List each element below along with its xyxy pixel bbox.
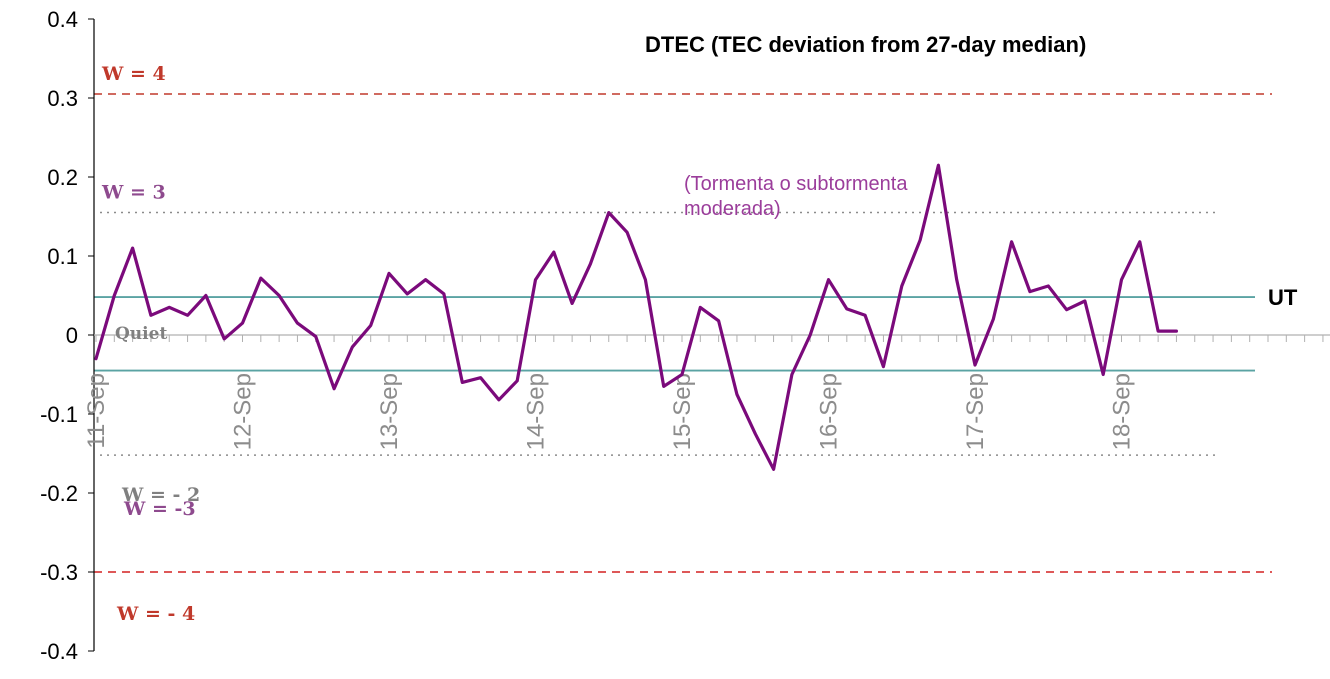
- x-day-label: 13-Sep: [376, 373, 403, 450]
- y-tick-label: 0.2: [47, 165, 78, 190]
- w-level-label: W = - 4: [116, 603, 195, 625]
- y-tick-label: -0.4: [40, 639, 78, 664]
- series-line: [94, 163, 1179, 471]
- w-minus3-label: W = -3: [123, 498, 196, 520]
- x-axis-end-label: UT: [1268, 285, 1298, 310]
- x-day-label: 11-Sep: [83, 373, 110, 449]
- storm-annotation-line1: (Tormenta o subtormenta: [684, 173, 908, 195]
- y-tick-label: 0: [66, 323, 78, 348]
- x-day-label: 17-Sep: [962, 373, 989, 450]
- w-level-label: W = 3: [101, 182, 166, 204]
- x-day-label: 18-Sep: [1109, 373, 1136, 450]
- storm-annotation: (Tormenta o subtormenta moderada): [684, 173, 913, 220]
- axes: 0.4 0.3 0.2 0.1 0 -0.1 -0.2 -0.3 -0.4 11-Sep 12-Se…: [40, 7, 1330, 664]
- y-tick-label: 0.1: [47, 244, 78, 269]
- y-tick-label: 0.3: [47, 86, 78, 111]
- storm-annotation-line2: moderada): [684, 198, 781, 220]
- w-level-label: W = - 2: [121, 484, 200, 506]
- y-tick-label: 0.4: [47, 7, 78, 32]
- y-tick-label: -0.1: [40, 402, 78, 427]
- w-level-label: W = 4: [101, 63, 166, 85]
- x-day-label: 16-Sep: [816, 373, 843, 450]
- y-tick-label: -0.3: [40, 560, 78, 585]
- chart-title: DTEC (TEC deviation from 27-day median): [645, 32, 1086, 57]
- series-group: [94, 163, 1179, 471]
- x-day-label: 12-Sep: [230, 373, 257, 450]
- quiet-label: Quiet: [115, 324, 167, 344]
- chart-labels: W = 4 W = 3 W = - 2 W = - 4: [101, 63, 200, 625]
- x-day-label: 15-Sep: [669, 373, 696, 450]
- y-tick-label: -0.2: [40, 481, 78, 506]
- reference-lines: [94, 93, 1272, 573]
- x-day-label: 14-Sep: [523, 373, 550, 450]
